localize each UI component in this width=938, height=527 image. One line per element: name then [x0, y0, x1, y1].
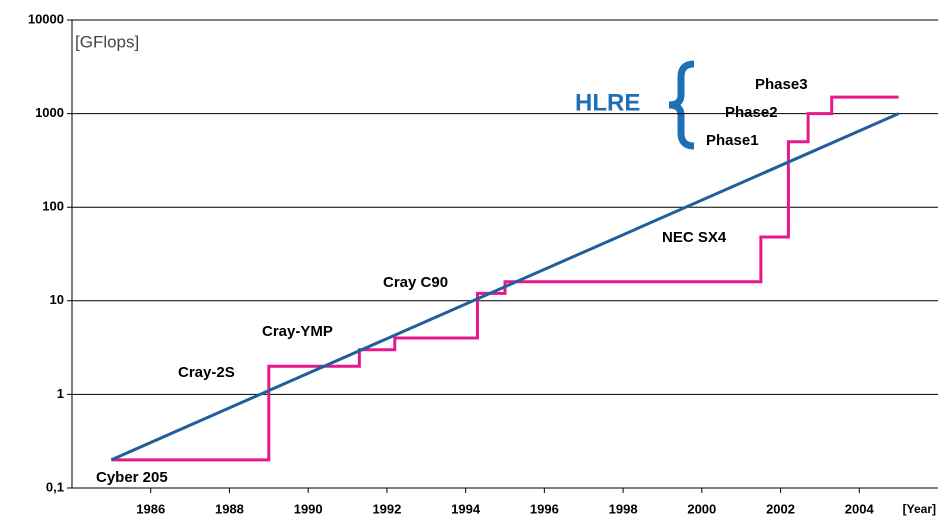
- y-tick-label: 0,1: [46, 479, 64, 494]
- x-tick-label: 1992: [372, 501, 401, 516]
- annotation: Cray C90: [383, 274, 448, 291]
- x-tick-label: 1990: [294, 501, 323, 516]
- x-tick-label: 2004: [845, 501, 875, 516]
- x-tick-label: 1988: [215, 501, 244, 516]
- y-tick-label: 10: [50, 292, 64, 307]
- annotation: Cray-2S: [178, 364, 235, 381]
- annotation: Phase3: [755, 76, 808, 93]
- x-tick-label: 1996: [530, 501, 559, 516]
- x-tick-label: 1998: [609, 501, 638, 516]
- y-axis-label: [GFlops]: [75, 32, 139, 51]
- annotation: NEC SX4: [662, 229, 727, 246]
- annotation: Phase1: [706, 132, 759, 149]
- y-tick-label: 10000: [28, 11, 64, 26]
- y-tick-label: 1: [57, 386, 64, 401]
- group-label: HLRE: [575, 89, 640, 116]
- y-tick-label: 1000: [35, 105, 64, 120]
- data-line: [111, 95, 899, 462]
- x-tick-label: 2002: [766, 501, 795, 516]
- x-tick-label: 1994: [451, 501, 481, 516]
- x-axis-label: [Year]: [903, 502, 936, 516]
- y-tick-label: 100: [42, 199, 64, 214]
- annotation: Cyber 205: [96, 469, 168, 486]
- brace: [668, 60, 695, 150]
- x-tick-label: 2000: [687, 501, 716, 516]
- x-tick-label: 1986: [136, 501, 165, 516]
- annotation: Phase2: [725, 104, 778, 121]
- annotation: Cray-YMP: [262, 323, 333, 340]
- data-line: [110, 112, 900, 462]
